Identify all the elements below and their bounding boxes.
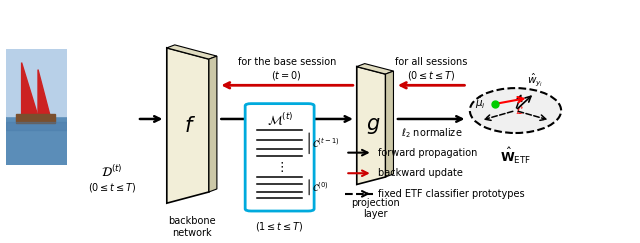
Text: $\ell_2$ normalize: $\ell_2$ normalize bbox=[401, 126, 463, 140]
Ellipse shape bbox=[470, 88, 561, 133]
Text: $f$: $f$ bbox=[184, 115, 196, 136]
Text: $\hat{\mu}_i$: $\hat{\mu}_i$ bbox=[475, 95, 486, 111]
Bar bbox=[6, 122, 67, 130]
Bar bbox=[6, 116, 67, 165]
Text: $\mathcal{C}^{(0)}$: $\mathcal{C}^{(0)}$ bbox=[312, 180, 329, 194]
Text: forward propagation: forward propagation bbox=[378, 148, 477, 158]
Polygon shape bbox=[385, 71, 394, 177]
Text: $g$: $g$ bbox=[367, 115, 381, 136]
Text: $\boldsymbol{h}_i$: $\boldsymbol{h}_i$ bbox=[280, 126, 294, 143]
Polygon shape bbox=[38, 69, 50, 116]
Polygon shape bbox=[167, 45, 217, 59]
Polygon shape bbox=[22, 63, 38, 116]
FancyBboxPatch shape bbox=[245, 104, 314, 211]
Text: $\mathcal{M}^{(t)}$: $\mathcal{M}^{(t)}$ bbox=[266, 112, 292, 128]
Bar bbox=[15, 114, 55, 123]
Text: $\mathcal{D}^{(t)}$: $\mathcal{D}^{(t)}$ bbox=[101, 164, 123, 180]
Text: $\mathcal{L}$: $\mathcal{L}$ bbox=[515, 104, 525, 116]
Text: $\mathcal{C}^{(t-1)}$: $\mathcal{C}^{(t-1)}$ bbox=[312, 136, 340, 150]
Text: $\hat{\mathbf{W}}_{\mathrm{ETF}}$: $\hat{\mathbf{W}}_{\mathrm{ETF}}$ bbox=[500, 146, 531, 166]
Bar bbox=[6, 49, 67, 116]
Text: for the base session
$(t=0)$: for the base session $(t=0)$ bbox=[237, 57, 336, 82]
Polygon shape bbox=[356, 64, 394, 74]
Polygon shape bbox=[167, 48, 209, 203]
Text: fixed ETF classifier prototypes: fixed ETF classifier prototypes bbox=[378, 189, 524, 199]
Text: backward update: backward update bbox=[378, 168, 463, 178]
Text: $\vdots$: $\vdots$ bbox=[275, 160, 284, 174]
Polygon shape bbox=[209, 56, 217, 192]
Text: backbone
network: backbone network bbox=[168, 216, 216, 238]
Polygon shape bbox=[356, 67, 385, 184]
Text: $\hat{w}_{y_i}$: $\hat{w}_{y_i}$ bbox=[527, 72, 543, 89]
Text: projection
layer: projection layer bbox=[351, 198, 399, 219]
Text: $(0 \leq t \leq T)$: $(0 \leq t \leq T)$ bbox=[88, 181, 136, 194]
Text: $(1 \leq t \leq T)$: $(1 \leq t \leq T)$ bbox=[255, 220, 304, 233]
Text: for all sessions
$(0 \leq t \leq T)$: for all sessions $(0 \leq t \leq T)$ bbox=[396, 57, 468, 82]
